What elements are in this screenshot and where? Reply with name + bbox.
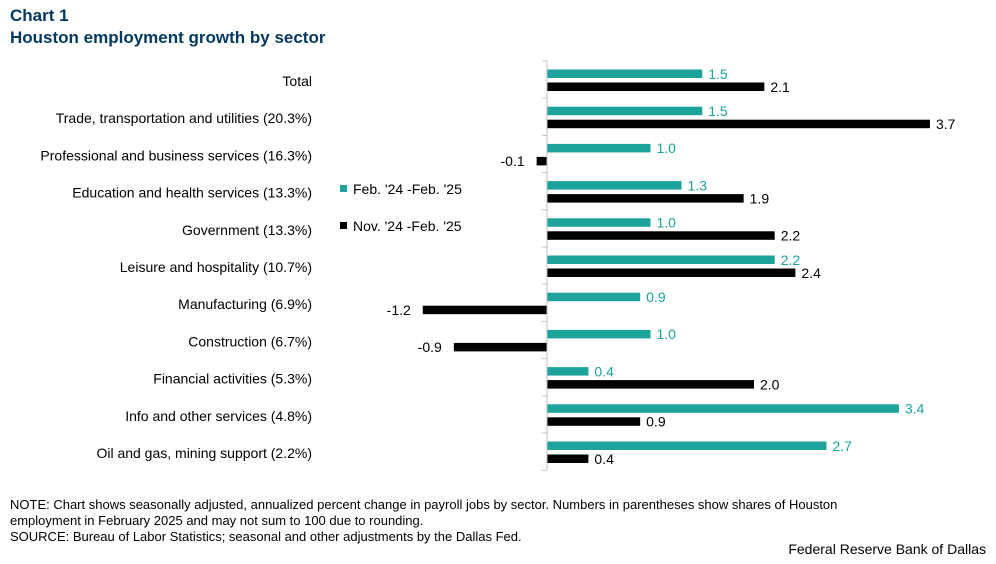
chart-note: NOTE: Chart shows seasonally adjusted, a… — [10, 497, 985, 545]
data-label-nov24-feb25: -0.9 — [418, 339, 442, 355]
category-label: Financial activities (5.3%) — [153, 371, 312, 387]
bar-nov24-feb25 — [547, 231, 775, 240]
category-label: Trade, transportation and utilities (20.… — [56, 110, 312, 126]
data-label-nov24-feb25: -1.2 — [387, 302, 411, 318]
data-label-nov24-feb25: 0.4 — [594, 451, 614, 467]
source-line: SOURCE: Bureau of Labor Statistics; seas… — [10, 529, 522, 544]
data-label-feb24-feb25: 1.0 — [657, 326, 677, 342]
data-label-nov24-feb25: -0.1 — [501, 153, 525, 169]
category-label: Oil and gas, mining support (2.2%) — [96, 445, 312, 461]
category-label: Construction (6.7%) — [188, 333, 312, 349]
bar-nov24-feb25 — [547, 417, 641, 426]
credit: Federal Reserve Bank of Dallas — [788, 541, 986, 557]
category-label: Government (13.3%) — [182, 222, 312, 238]
data-label-feb24-feb25: 1.5 — [708, 66, 728, 82]
data-label-nov24-feb25: 2.0 — [760, 376, 780, 392]
bar-feb24-feb25 — [547, 218, 651, 227]
legend-swatch — [340, 185, 347, 192]
chart-title: Houston employment growth by sector — [10, 28, 326, 47]
bar-feb24-feb25 — [547, 143, 651, 153]
bar-feb24-feb25 — [547, 69, 703, 78]
note-line-2: employment in February 2025 and may not … — [10, 513, 424, 528]
bar-feb24-feb25 — [547, 329, 651, 339]
data-label-feb24-feb25: 0.4 — [594, 363, 614, 379]
category-label: Total — [282, 73, 312, 89]
data-label-feb24-feb25: 1.3 — [688, 177, 708, 193]
bar-feb24-feb25 — [547, 181, 682, 190]
legend-label: Feb. '24 -Feb. '25 — [353, 181, 462, 197]
bar-nov24-feb25 — [453, 342, 547, 352]
category-label: Professional and business services (16.3… — [40, 147, 312, 163]
data-label-feb24-feb25: 2.7 — [832, 438, 852, 454]
category-label: Education and health services (13.3%) — [72, 185, 312, 201]
category-label: Leisure and hospitality (10.7%) — [120, 259, 312, 275]
data-label-nov24-feb25: 2.2 — [781, 228, 801, 244]
bar-nov24-feb25 — [547, 380, 754, 389]
bar-chart: Total 1.5 2.1 Trade, transportation and uti… — [40, 60, 956, 471]
data-label-nov24-feb25: 3.7 — [936, 116, 956, 132]
data-label-feb24-feb25: 1.0 — [657, 215, 677, 231]
bar-nov24-feb25 — [422, 305, 547, 315]
bar-nov24-feb25 — [547, 454, 589, 463]
data-label-feb24-feb25: 1.5 — [708, 103, 728, 119]
category-label: Manufacturing (6.9%) — [178, 296, 312, 312]
bar-feb24-feb25 — [547, 441, 827, 450]
category-label: Info and other services (4.8%) — [125, 408, 312, 424]
bar-nov24-feb25 — [547, 119, 930, 129]
bar-nov24-feb25 — [547, 82, 765, 91]
data-label-nov24-feb25: 1.9 — [750, 190, 770, 206]
data-label-feb24-feb25: 3.4 — [905, 401, 925, 417]
data-label-feb24-feb25: 2.2 — [781, 252, 801, 268]
bar-nov24-feb25 — [536, 156, 547, 166]
data-label-feb24-feb25: 1.0 — [657, 140, 677, 156]
data-label-nov24-feb25: 0.9 — [646, 414, 666, 430]
bar-feb24-feb25 — [547, 255, 775, 264]
data-label-feb24-feb25: 0.9 — [646, 289, 666, 305]
data-label-nov24-feb25: 2.4 — [801, 265, 821, 281]
bar-feb24-feb25 — [547, 292, 641, 302]
note-line-1: NOTE: Chart shows seasonally adjusted, a… — [10, 497, 838, 512]
bar-feb24-feb25 — [547, 106, 703, 116]
chart-label: Chart 1 — [10, 6, 69, 25]
legend-swatch — [340, 222, 347, 229]
data-label-nov24-feb25: 2.1 — [770, 79, 790, 95]
legend-label: Nov. '24 -Feb. '25 — [353, 218, 462, 234]
bar-nov24-feb25 — [547, 268, 796, 277]
bar-feb24-feb25 — [547, 404, 899, 413]
bar-nov24-feb25 — [547, 194, 744, 203]
bar-feb24-feb25 — [547, 367, 589, 376]
